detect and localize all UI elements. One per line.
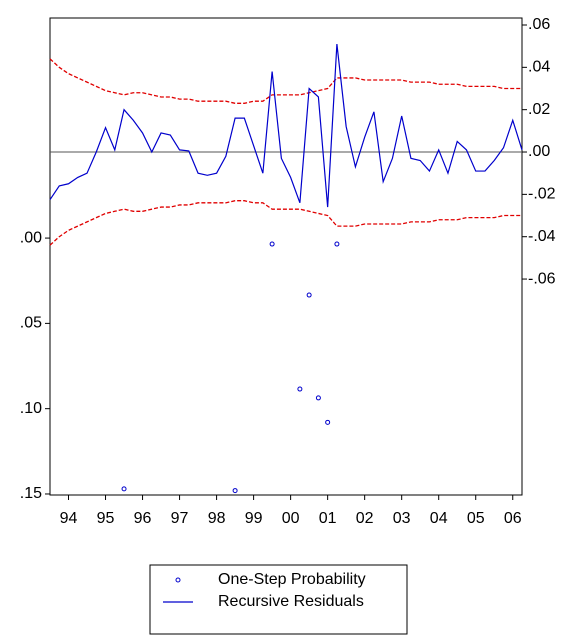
legend-label: Recursive Residuals <box>218 593 364 610</box>
band-lower <box>49 200 522 246</box>
y-tick-label: .10 <box>20 400 42 417</box>
y2-tick-label: .04 <box>528 59 550 76</box>
x-tick-label: 03 <box>393 510 411 527</box>
y2-tick-label: .02 <box>528 101 550 118</box>
x-tick-label: 00 <box>282 510 300 527</box>
legend-marker <box>175 577 181 583</box>
x-tick-label: 01 <box>319 510 337 527</box>
point <box>334 241 340 247</box>
y2-tick-label: -.04 <box>528 228 556 245</box>
y2-tick-label: .06 <box>528 16 550 33</box>
y2-tick-label: -.02 <box>528 186 556 203</box>
x-tick-label: 96 <box>134 510 152 527</box>
x-tick-label: 98 <box>208 510 226 527</box>
point <box>232 488 238 494</box>
y-tick-label: .15 <box>20 485 42 502</box>
y-tick-label: .05 <box>20 315 42 332</box>
x-tick-label: 99 <box>245 510 263 527</box>
y2-tick-label: .00 <box>528 143 550 160</box>
x-tick-label: 05 <box>467 510 485 527</box>
legend-box <box>149 564 408 635</box>
point <box>325 419 331 425</box>
x-tick-label: 94 <box>60 510 78 527</box>
point <box>269 241 275 247</box>
x-tick-label: 97 <box>171 510 189 527</box>
legend-label: One-Step Probability <box>218 571 366 588</box>
plot-frame <box>49 17 523 496</box>
x-tick-label: 95 <box>97 510 115 527</box>
line <box>49 43 523 208</box>
x-tick-label: 04 <box>430 510 448 527</box>
point <box>297 386 303 392</box>
y2-tick-label: -.06 <box>528 270 556 287</box>
band-upper <box>49 58 522 104</box>
point <box>315 395 321 401</box>
x-tick-label: 06 <box>504 510 522 527</box>
point <box>121 486 127 492</box>
point <box>306 292 312 298</box>
x-tick-label: 02 <box>356 510 374 527</box>
y-tick-label: .00 <box>20 229 42 246</box>
